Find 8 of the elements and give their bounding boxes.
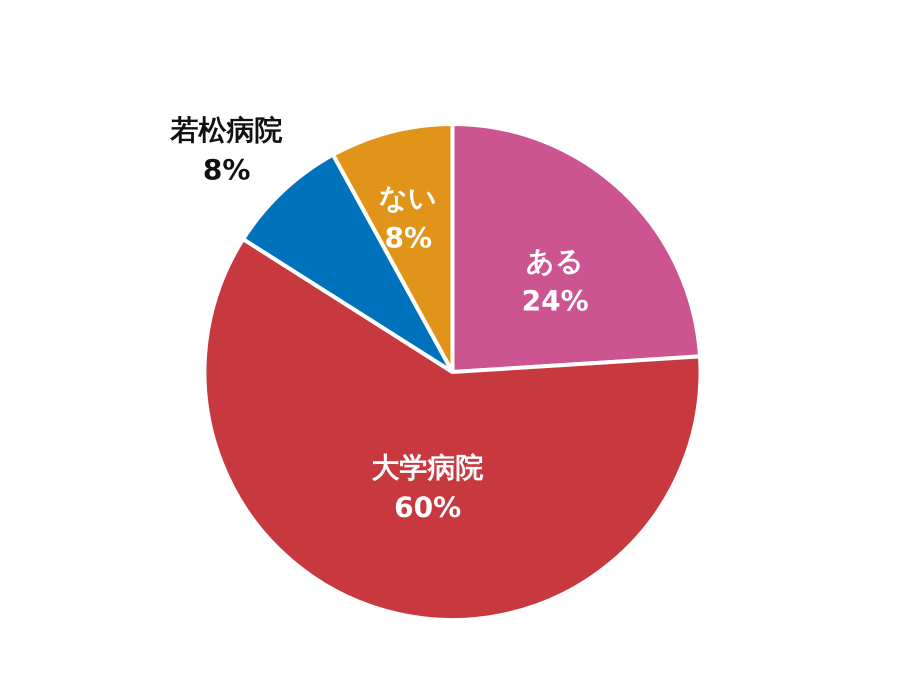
data-label: 60% xyxy=(394,490,462,524)
slice-label: 大学病院 xyxy=(372,450,484,484)
slice-label: ない xyxy=(379,182,438,215)
data-label: 8% xyxy=(384,222,432,255)
data-label: 24% xyxy=(522,284,589,318)
slice-label: 若松病院 xyxy=(170,113,283,146)
slice-label: ある xyxy=(526,244,584,278)
data-label: 8% xyxy=(202,153,250,186)
